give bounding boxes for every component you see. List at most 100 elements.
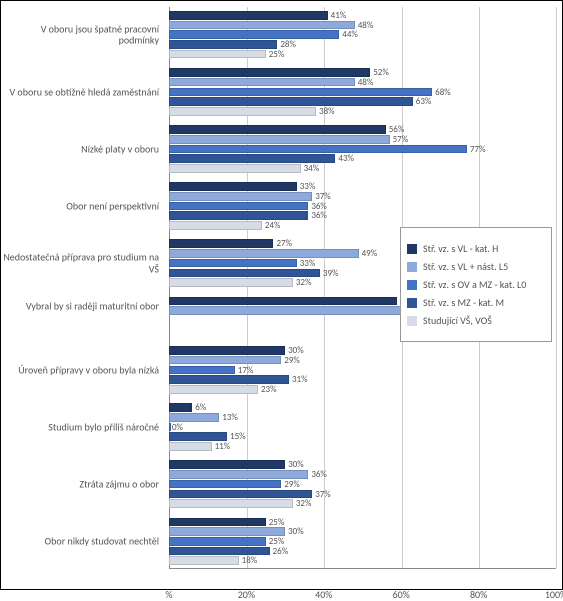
legend-swatch xyxy=(407,298,417,308)
bar xyxy=(169,480,281,489)
legend-swatch xyxy=(407,280,417,290)
category-label: Nízké platy v oboru xyxy=(1,143,163,155)
bar xyxy=(169,221,262,230)
bar-value-label: 24% xyxy=(265,220,281,231)
bar xyxy=(169,278,293,287)
bar xyxy=(169,239,273,248)
legend-swatch xyxy=(407,262,417,272)
bars: 6% 13% 0% 15%11% xyxy=(169,403,556,450)
category-label: Obor není perspektivní xyxy=(1,200,163,212)
bar xyxy=(169,375,289,384)
bar xyxy=(169,107,316,116)
bar xyxy=(169,68,370,77)
bar xyxy=(169,385,258,394)
bar-value-label: 29% xyxy=(284,479,300,490)
bar-value-label: 39% xyxy=(323,268,339,279)
bar-value-label: 25% xyxy=(269,49,285,60)
bar-value-label: 36% xyxy=(311,469,327,480)
category-group: Obor není perspektivní33%37%36%36%24% xyxy=(1,182,562,229)
legend-label: Stř. vz. s VL - kat. H xyxy=(423,243,498,254)
bars: 30%36%29%37%32% xyxy=(169,460,556,507)
bar xyxy=(169,366,235,375)
legend-label: Stř. vz. s MZ - kat. M xyxy=(423,297,504,308)
x-axis: %20%40%60%80%100% xyxy=(169,569,556,585)
category-group: V oboru se obtížně hledá zaměstnání52%48… xyxy=(1,68,562,115)
category-label: Ztráta zájmu o obor xyxy=(1,478,163,490)
bar-value-label: 48% xyxy=(358,20,374,31)
legend-item: Stř. vz. s VL + nást. L5 xyxy=(407,261,545,272)
bar xyxy=(169,145,467,154)
category-label: Studium bylo příliš náročné xyxy=(1,421,163,433)
bar xyxy=(169,490,312,499)
bars: 30%29%17%31%23% xyxy=(169,346,556,393)
bar xyxy=(169,50,266,59)
bar-value-label: 26% xyxy=(273,546,289,557)
bar-value-label: 38% xyxy=(319,106,335,117)
bar-value-label: 43% xyxy=(338,153,354,164)
bar xyxy=(169,356,281,365)
bar xyxy=(169,269,320,278)
bar-value-label: 48% xyxy=(358,77,374,88)
legend-label: Stř. vz. s VL + nást. L5 xyxy=(423,261,508,272)
bar-value-label: 31% xyxy=(292,374,308,385)
bar-value-label: 15% xyxy=(230,431,246,442)
bar-value-label: 30% xyxy=(288,459,304,470)
category-label: Vybral by si raději maturitní obor xyxy=(1,300,163,312)
bar xyxy=(169,259,297,268)
legend-swatch xyxy=(407,316,417,326)
bar xyxy=(169,164,301,173)
bar xyxy=(169,97,413,106)
category-label: Nedostatečná příprava pro studium na VŠ xyxy=(1,252,163,275)
bar xyxy=(169,21,355,30)
bar-value-label: 25% xyxy=(269,517,285,528)
bar xyxy=(169,192,312,201)
bar xyxy=(169,202,308,211)
category-group: Ztráta zájmu o obor30%36%29%37%32% xyxy=(1,460,562,507)
legend-item: Stř. vz. s OV a MZ - kat. L0 xyxy=(407,279,545,290)
bar xyxy=(169,499,293,508)
bar-value-label: 41% xyxy=(331,10,347,21)
category-group: Obor nikdy studovat nechtěl25%30%25%26%1… xyxy=(1,518,562,565)
bars: 41%48%44%28%25% xyxy=(169,11,556,58)
bar-value-label: 6% xyxy=(195,402,206,413)
bar xyxy=(169,125,386,134)
bar xyxy=(169,423,171,432)
bar xyxy=(169,346,285,355)
bar-value-label: 11% xyxy=(215,441,231,452)
bar xyxy=(169,11,328,20)
bar-value-label: 49% xyxy=(362,248,378,259)
bar-value-label: 44% xyxy=(342,29,358,40)
bar xyxy=(169,30,339,39)
bar xyxy=(169,518,266,527)
category-label: Obor nikdy studovat nechtěl xyxy=(1,536,163,548)
bar xyxy=(169,460,285,469)
bar xyxy=(169,154,335,163)
bars: 56%57%77%43%34% xyxy=(169,125,556,172)
bar-value-label: 52% xyxy=(373,67,389,78)
bar-value-label: 36% xyxy=(311,210,327,221)
bar xyxy=(169,88,432,97)
bar-value-label: 32% xyxy=(296,277,312,288)
bar xyxy=(169,527,285,536)
bar xyxy=(169,547,270,556)
bar xyxy=(169,403,192,412)
bar-value-label: 18% xyxy=(242,555,258,566)
bar xyxy=(169,413,219,422)
bar xyxy=(169,211,308,220)
legend-label: Studující VŠ, VOŠ xyxy=(423,315,492,326)
bar xyxy=(169,78,355,87)
category-group: Úroveň přípravy v oboru byla nízká30%29%… xyxy=(1,346,562,393)
bar-value-label: 33% xyxy=(300,258,316,269)
bar-value-label: 13% xyxy=(222,412,238,423)
bar-value-label: 30% xyxy=(288,526,304,537)
bar-value-label: 32% xyxy=(296,498,312,509)
bars: 25%30%25%26%18% xyxy=(169,518,556,565)
legend-item: Studující VŠ, VOŠ xyxy=(407,315,545,326)
bar xyxy=(169,442,212,451)
bar xyxy=(169,470,308,479)
bar-value-label: 63% xyxy=(416,96,432,107)
bars: 52%48%68%63%38% xyxy=(169,68,556,115)
bar-value-label: 0% xyxy=(172,422,183,433)
bar-value-label: 23% xyxy=(261,384,277,395)
bar-value-label: 33% xyxy=(300,181,316,192)
